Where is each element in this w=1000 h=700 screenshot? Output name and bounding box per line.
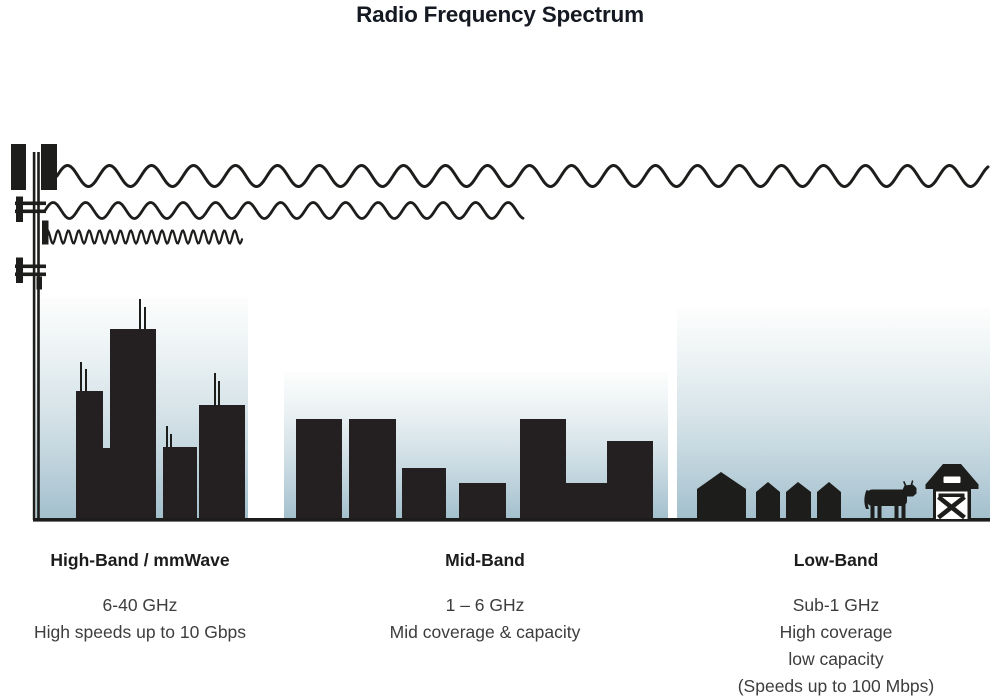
wave-high-band-short-wavelength <box>43 228 244 246</box>
city-building <box>110 329 156 520</box>
city-building <box>296 419 342 520</box>
city-building <box>607 441 653 520</box>
rooftop-antenna <box>85 369 87 391</box>
band-detail-line: High coverage <box>779 622 893 642</box>
city-building <box>199 405 245 520</box>
band-detail-line: low capacity <box>788 649 884 669</box>
city-building <box>163 447 197 520</box>
barn-icon <box>925 464 979 520</box>
wave-mid-band-medium-wavelength <box>43 201 525 220</box>
house-icon <box>786 482 811 518</box>
city-building <box>566 483 613 520</box>
city-building <box>402 468 446 520</box>
wave-low-band-long-wavelength <box>55 164 990 188</box>
ground-line <box>33 518 990 522</box>
band-details-low: Sub-1 GHz High coverage low capacity (Sp… <box>686 592 986 700</box>
band-detail-line: Sub-1 GHz <box>792 595 880 615</box>
band-label-low: Low-Band <box>793 550 879 570</box>
band-detail-line: (Speeds up to 100 Mbps) <box>737 676 935 696</box>
band-details-mid: 1 – 6 GHz Mid coverage & capacity <box>335 592 635 646</box>
rooftop-antenna <box>80 362 82 391</box>
city-building <box>103 448 111 520</box>
city-building <box>349 419 396 520</box>
page-title: Radio Frequency Spectrum <box>356 2 644 27</box>
band-detail-line: Mid coverage & capacity <box>389 622 581 642</box>
cell-tower-icon <box>11 144 57 520</box>
city-building <box>520 419 566 520</box>
band-label-mid: Mid-Band <box>445 550 525 570</box>
rooftop-antenna <box>214 373 216 405</box>
band-detail-line: 1 – 6 GHz <box>445 595 525 615</box>
band-label-high: High-Band / mmWave <box>50 550 230 570</box>
rooftop-antenna <box>166 426 168 447</box>
band-detail-line: High speeds up to 10 Gbps <box>33 622 247 642</box>
cow-icon <box>864 480 917 519</box>
house-icon <box>697 472 746 518</box>
city-building <box>76 391 103 520</box>
rooftop-antenna <box>139 299 141 329</box>
rooftop-antenna <box>218 381 220 405</box>
rooftop-antenna <box>144 307 146 329</box>
city-building <box>459 483 506 520</box>
rooftop-antenna <box>170 434 172 447</box>
house-icon <box>756 482 780 518</box>
band-details-high: 6-40 GHz High speeds up to 10 Gbps <box>0 592 290 646</box>
band-detail-line: 6-40 GHz <box>102 595 178 615</box>
house-icon <box>817 482 841 518</box>
